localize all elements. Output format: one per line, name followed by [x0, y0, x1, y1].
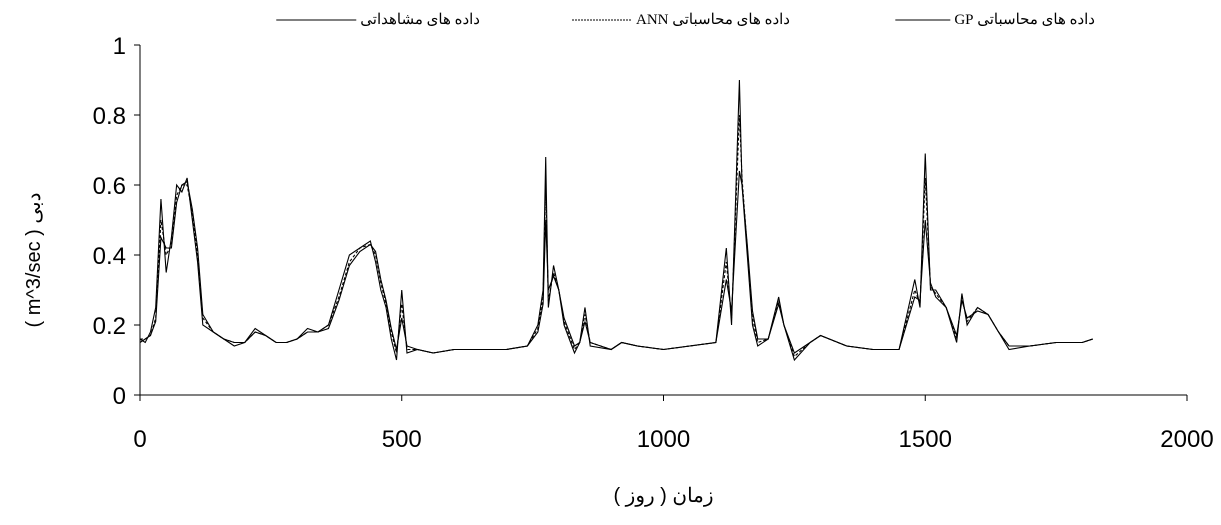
x-tick-label: 1000 — [637, 426, 690, 453]
y-tick-label: 0.8 — [93, 103, 126, 130]
data-line — [139, 79, 1093, 362]
legend-label: داده های محاسباتی GP — [954, 12, 1095, 28]
x-tick-label: 500 — [382, 426, 422, 453]
y-axis-title: دبی ( m^3/sec ) — [23, 193, 45, 328]
y-tick-label: 0.4 — [93, 243, 126, 270]
legend-label: داده های محاسباتی ANN — [636, 12, 790, 28]
x-axis-title: زمان ( روز ) — [613, 485, 713, 507]
y-tick-label: 0 — [113, 383, 126, 410]
x-tick-label: 2000 — [1160, 426, 1213, 453]
y-tick-label: 1 — [113, 33, 126, 60]
x-tick-label: 0 — [133, 426, 146, 453]
data-line — [139, 170, 1093, 354]
y-tick-label: 0.6 — [93, 173, 126, 200]
x-tick-label: 1500 — [899, 426, 952, 453]
legend-label: داده های مشاهداتی — [360, 12, 480, 28]
y-tick-label: 0.2 — [93, 313, 126, 340]
